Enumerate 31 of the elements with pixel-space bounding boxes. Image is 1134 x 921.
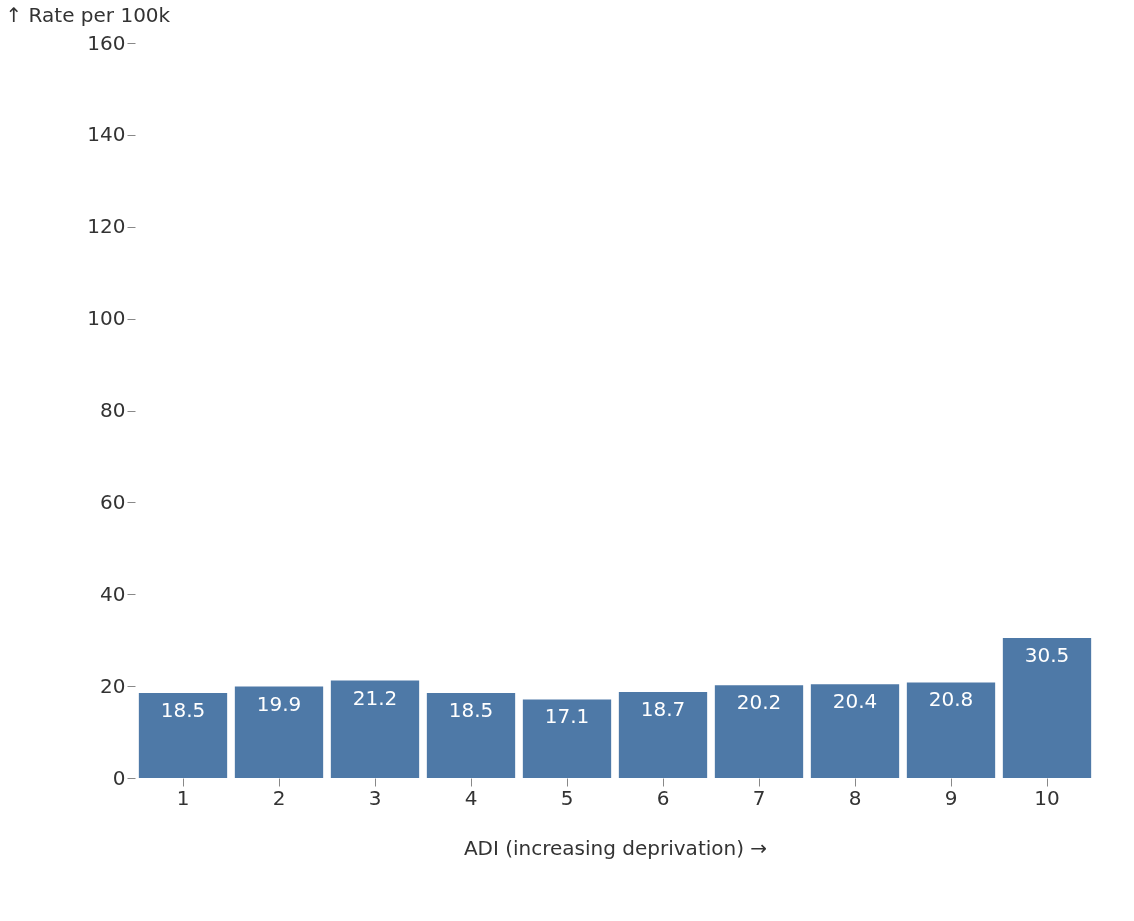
- x-tick-label: 4: [464, 785, 478, 810]
- data-label: 19.9: [256, 691, 302, 716]
- data-label: 18.5: [160, 698, 206, 723]
- x-tick-label: 6: [656, 785, 670, 810]
- y-tick-label: 40: [100, 581, 126, 606]
- data-label: 30.5: [1024, 642, 1070, 667]
- y-tick-label: 160: [87, 30, 126, 55]
- x-tick-label: 3: [368, 785, 382, 810]
- y-axis-title: ↑ Rate per 100k: [5, 2, 171, 27]
- data-label: 20.4: [832, 689, 878, 714]
- x-tick-label: 9: [944, 785, 958, 810]
- data-label: 17.1: [544, 704, 590, 729]
- y-tick-label: 100: [87, 306, 126, 331]
- y-tick-label: 20: [100, 673, 126, 698]
- data-label: 20.8: [928, 687, 974, 712]
- data-label: 21.2: [352, 685, 398, 710]
- y-tick-label: 0: [112, 765, 126, 790]
- x-tick-label: 7: [752, 785, 766, 810]
- x-tick-label: 8: [848, 785, 862, 810]
- y-tick-label: 60: [100, 489, 126, 514]
- x-tick-label: 5: [560, 785, 574, 810]
- data-label: 18.7: [640, 697, 686, 722]
- x-tick-label: 10: [1034, 785, 1060, 810]
- y-tick-label: 80: [100, 398, 126, 422]
- y-tick-label: 120: [87, 214, 126, 239]
- data-label: 20.2: [736, 690, 782, 715]
- x-tick-label: 2: [272, 785, 286, 810]
- y-tick-label: 140: [87, 122, 126, 147]
- x-tick-label: 1: [176, 785, 190, 810]
- x-axis-title: ADI (increasing deprivation) →: [463, 835, 768, 860]
- data-label: 18.5: [448, 698, 494, 723]
